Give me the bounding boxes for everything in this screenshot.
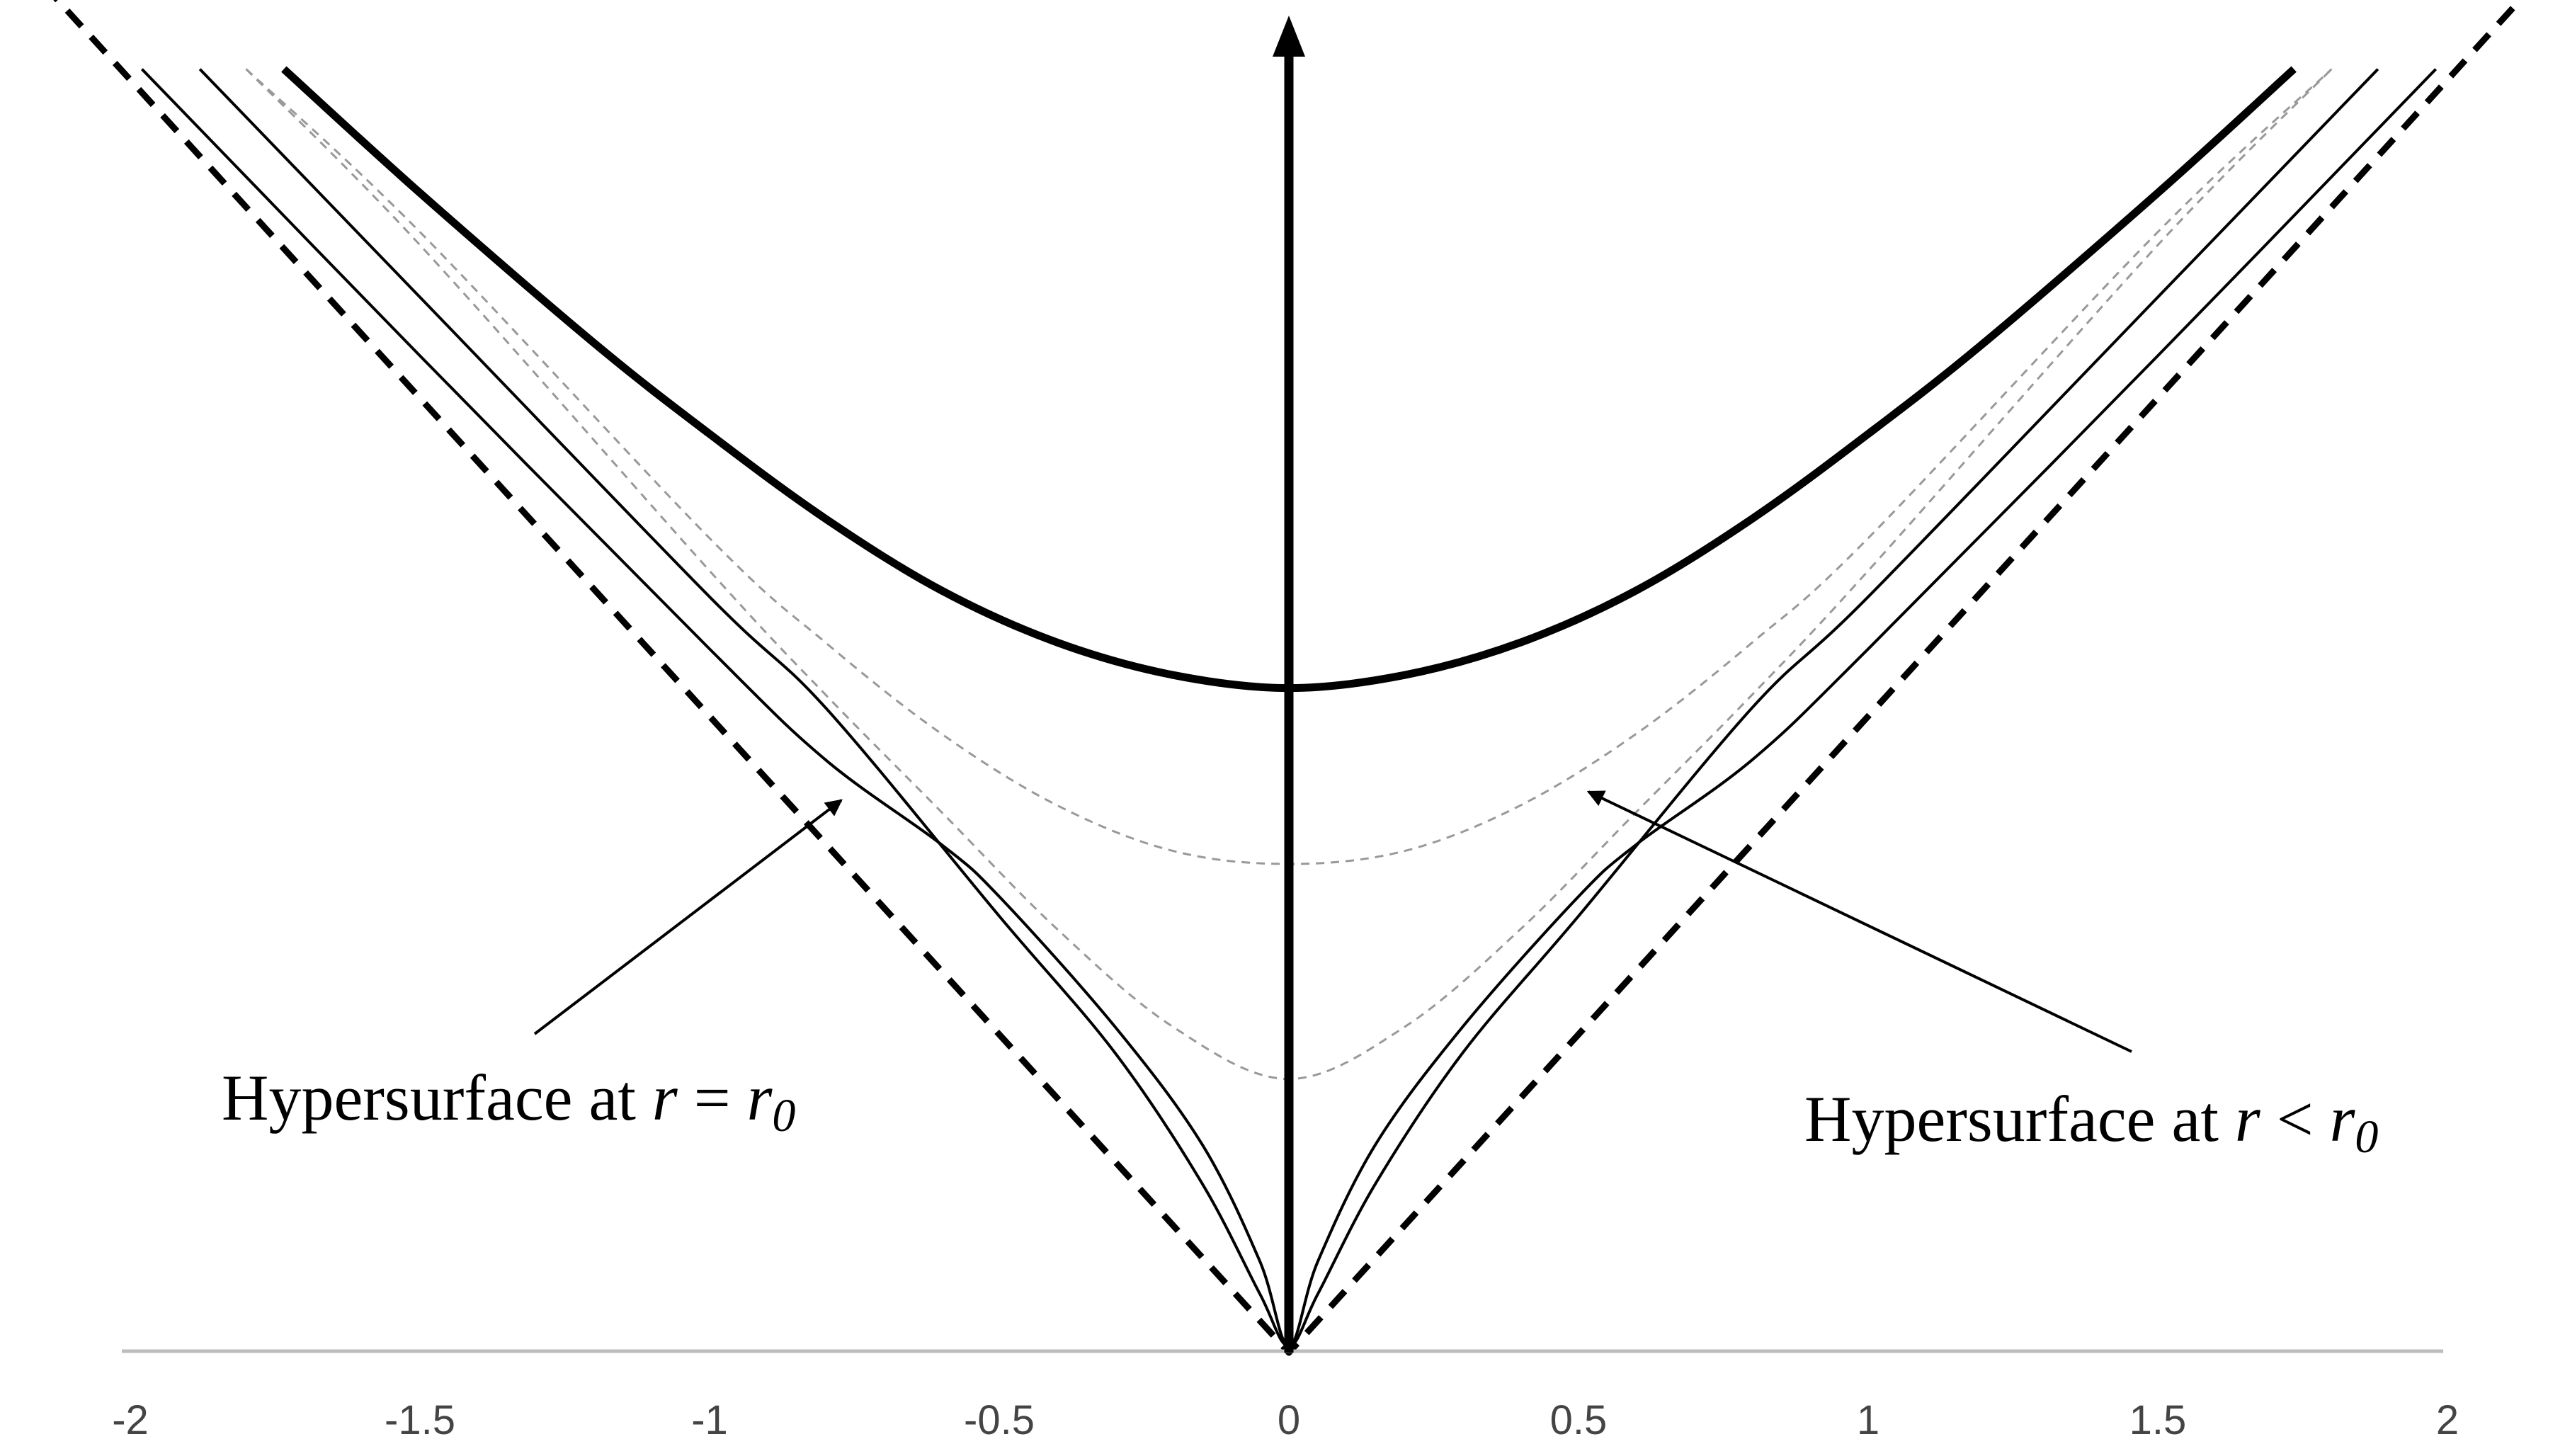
annotation-left-subscript: 0 [772,1090,795,1142]
annotation-left-rhs: r [747,1062,773,1134]
annotation-right-rhs: r [2330,1083,2356,1155]
x-tick-label: -1 [691,1397,728,1443]
x-tick-label: -1.5 [385,1397,455,1443]
x-tick-label: 0 [1278,1397,1300,1443]
annotation-left-prefix: Hypersurface at [222,1062,652,1134]
annotation-label-left: Hypersurface at r = r0 [222,1062,795,1142]
annotation-arrow-right [1586,790,2132,1053]
x-tick-label: 0.5 [1550,1397,1608,1443]
annotation-label-right: Hypersurface at r < r0 [1804,1083,2378,1163]
x-tick-label: -2 [112,1397,149,1443]
x-tick-labels: -2 -1.5 -1 -0.5 0 0.5 1 1.5 2 [112,1397,2459,1443]
x-tick-label: 2 [2436,1397,2459,1443]
annotation-right-relation: < [2260,1083,2330,1155]
annotation-right-var: r [2235,1083,2261,1155]
vertical-axis-arrow-icon [1273,16,1305,57]
annotation-left-var: r [652,1062,678,1134]
annotation-left-relation: = [678,1062,747,1134]
x-tick-label: 1 [1857,1397,1879,1443]
x-tick-label: -0.5 [964,1397,1035,1443]
annotation-arrow-left [533,799,843,1035]
annotation-right-subscript: 0 [2355,1111,2378,1163]
x-tick-label: 1.5 [2129,1397,2187,1443]
annotation-right-prefix: Hypersurface at [1804,1083,2235,1155]
